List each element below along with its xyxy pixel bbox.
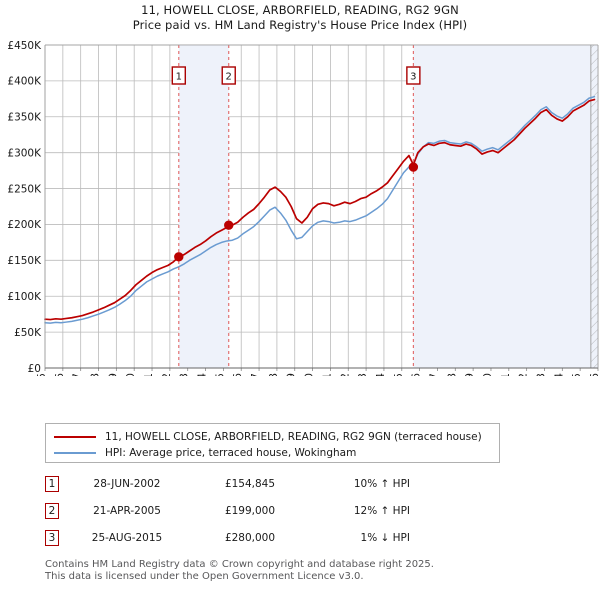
table-row: 1 28-JUN-2002 £154,845 10% ↑ HPI [45, 470, 465, 497]
svg-text:2014: 2014 [375, 373, 387, 376]
transaction-price-2: £199,000 [224, 504, 276, 517]
svg-text:£50K: £50K [14, 327, 42, 339]
svg-text:2026: 2026 [589, 373, 600, 376]
transactions-table: 1 28-JUN-2002 £154,845 10% ↑ HPI 2 21-AP… [45, 470, 465, 551]
svg-text:2008: 2008 [268, 373, 280, 376]
svg-text:2015: 2015 [393, 373, 405, 376]
svg-text:2003: 2003 [179, 373, 191, 376]
svg-text:£0: £0 [28, 363, 41, 375]
svg-text:1996: 1996 [54, 373, 66, 376]
svg-text:2024: 2024 [553, 373, 565, 376]
svg-text:£150K: £150K [7, 255, 42, 267]
transaction-price-1: £154,845 [224, 477, 276, 490]
svg-text:2020: 2020 [482, 373, 494, 376]
svg-text:2019: 2019 [464, 373, 476, 376]
svg-text:3: 3 [410, 72, 416, 83]
transaction-badge-1: 1 [45, 475, 59, 492]
axis-lines [44, 44, 599, 371]
chart-svg: 1 2 3 £0 £50K £100K £150K £200K £250K £300K £350K… [7, 40, 600, 376]
legend-swatch-hpi [54, 451, 96, 454]
legend-item-hpi: HPI: Average price, terraced house, Woki… [52, 445, 493, 460]
hatched-future-band [590, 45, 598, 368]
transaction-price-3: £280,000 [224, 531, 276, 544]
transaction-points [174, 162, 419, 262]
legend-item-property: 11, HOWELL CLOSE, ARBORFIELD, READING, R… [52, 429, 493, 444]
svg-text:2025: 2025 [571, 373, 583, 376]
svg-text:2017: 2017 [428, 373, 440, 376]
price-history-chart: 1 2 3 £0 £50K £100K £150K £200K £250K £300K £350K… [0, 36, 600, 376]
shaded-bands [178, 45, 598, 368]
svg-text:£200K: £200K [7, 219, 42, 231]
transaction-hpi-delta-1: 10% ↑ HPI [353, 477, 410, 490]
title-line-1: 11, HOWELL CLOSE, ARBORFIELD, READING, R… [141, 3, 459, 17]
transaction-badge-2: 2 [45, 502, 59, 519]
svg-text:2004: 2004 [197, 373, 209, 376]
svg-text:1999: 1999 [107, 373, 119, 376]
svg-text:£400K: £400K [7, 76, 42, 88]
svg-text:2010: 2010 [304, 373, 316, 376]
svg-text:1995: 1995 [36, 373, 48, 376]
transaction-hpi-delta-3: 1% ↓ HPI [360, 531, 410, 544]
page-title: 11, HOWELL CLOSE, ARBORFIELD, READING, R… [0, 3, 600, 33]
svg-text:£300K: £300K [7, 147, 42, 159]
transaction-marker-boxes: 1 2 3 [171, 66, 421, 85]
svg-text:£350K: £350K [7, 112, 42, 124]
svg-text:£250K: £250K [7, 183, 42, 195]
svg-text:1997: 1997 [72, 373, 84, 376]
data-series [44, 95, 596, 324]
svg-text:2007: 2007 [250, 373, 262, 376]
svg-text:2012: 2012 [339, 373, 351, 376]
transaction-date-3: 25-AUG-2015 [91, 531, 163, 544]
svg-text:2016: 2016 [411, 373, 423, 376]
svg-text:£100K: £100K [7, 291, 42, 303]
svg-text:1998: 1998 [90, 373, 102, 376]
svg-text:2018: 2018 [446, 373, 458, 376]
transaction-badge-3: 3 [45, 529, 59, 546]
legend-label-property: 11, HOWELL CLOSE, ARBORFIELD, READING, R… [105, 430, 482, 443]
legend-label-hpi: HPI: Average price, terraced house, Woki… [105, 446, 357, 459]
svg-text:2013: 2013 [357, 373, 369, 376]
svg-text:2021: 2021 [500, 373, 512, 376]
x-axis-labels: 1995 1996 1997 1998 1999 2000 2001 2002 2003 2004… [36, 373, 600, 376]
transaction-date-2: 21-APR-2005 [93, 504, 161, 517]
svg-text:£450K: £450K [7, 40, 42, 52]
svg-text:2: 2 [226, 72, 232, 83]
footer-line-2: This data is licensed under the Open Gov… [45, 571, 364, 582]
svg-text:2022: 2022 [518, 373, 530, 376]
svg-text:2002: 2002 [161, 373, 173, 376]
chart-legend: 11, HOWELL CLOSE, ARBORFIELD, READING, R… [45, 423, 500, 463]
svg-text:2011: 2011 [321, 373, 333, 376]
y-axis-labels: £0 £50K £100K £150K £200K £250K £300K £350K £400… [7, 40, 42, 375]
svg-text:2006: 2006 [232, 373, 244, 376]
footer-attribution: Contains HM Land Registry data © Crown c… [45, 559, 565, 583]
svg-text:1: 1 [176, 72, 182, 83]
svg-text:2000: 2000 [125, 373, 137, 376]
transaction-date-1: 28-JUN-2002 [93, 477, 161, 490]
transaction-hpi-delta-2: 12% ↑ HPI [353, 504, 410, 517]
svg-text:2009: 2009 [286, 373, 298, 376]
svg-text:2001: 2001 [143, 373, 155, 376]
svg-text:2005: 2005 [214, 373, 226, 376]
title-line-2: Price paid vs. HM Land Registry's House … [132, 18, 468, 32]
table-row: 2 21-APR-2005 £199,000 12% ↑ HPI [45, 497, 465, 524]
legend-swatch-property [54, 435, 96, 438]
footer-line-1: Contains HM Land Registry data © Crown c… [45, 559, 434, 570]
table-row: 3 25-AUG-2015 £280,000 1% ↓ HPI [45, 524, 465, 551]
svg-text:2023: 2023 [535, 373, 547, 376]
